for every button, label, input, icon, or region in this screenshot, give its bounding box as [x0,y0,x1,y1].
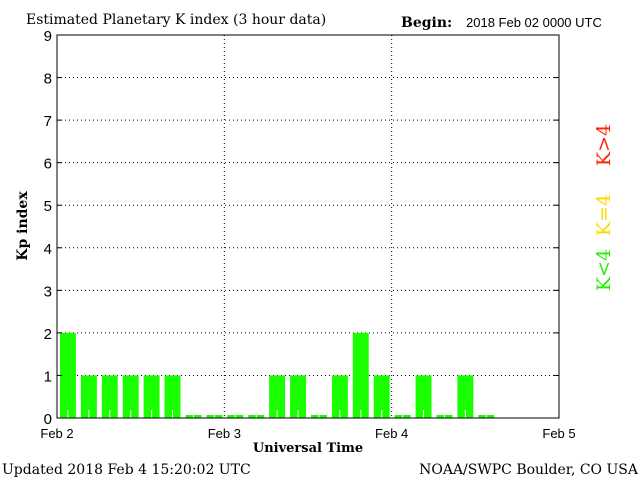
y-axis-label: Kp index [15,191,31,261]
source-text: NOAA/SWPC Boulder, CO USA [419,462,639,478]
kp-bar [122,375,139,418]
kp-bar [457,375,474,418]
updated-text: Updated 2018 Feb 4 15:20:02 UTC [2,462,251,478]
x-tick-label: Feb 4 [375,426,408,441]
legend-item: K>4 [593,124,615,166]
kp-bar [101,375,118,418]
y-tick-label: 1 [44,368,52,385]
y-tick-label: 7 [44,113,52,130]
x-tick-label: Feb 5 [542,426,575,441]
kp-bar [80,375,97,418]
kp-bar [164,375,181,418]
y-tick-label: 6 [44,156,52,173]
y-tick-label: 9 [44,28,52,45]
legend-item: K=4 [593,194,615,236]
chart-title: Estimated Planetary K index (3 hour data… [26,12,326,28]
y-tick-label: 4 [44,241,52,258]
kp-bar [60,332,76,418]
kp-bar [415,375,432,418]
x-tick-label: Feb 3 [208,426,241,441]
kp-bar [373,375,390,418]
y-tick-label: 5 [44,198,52,215]
kp-bar [269,375,286,418]
y-tick-label: 0 [44,411,52,428]
x-tick-label: Feb 2 [40,426,73,441]
kp-bar [331,375,348,418]
legend: K<4 K=4 K>4 [593,124,615,291]
kp-bar [352,332,369,418]
y-tick-label: 3 [44,283,52,300]
plot-frame [56,34,560,419]
grid [57,35,559,418]
bars [60,332,495,418]
kp-bar [290,375,306,418]
y-tick-label: 8 [44,71,52,88]
y-tick-label: 2 [44,326,52,343]
begin-label: Begin: [401,15,452,31]
legend-item: K<4 [593,249,615,291]
begin-value: 2018 Feb 02 0000 UTC [466,15,602,30]
y-axis: 0 1 2 3 4 5 6 7 8 9 [44,28,559,428]
x-axis: Feb 2 Feb 3 Feb 4 Feb 5 [40,426,575,441]
x-axis-label: Universal Time [253,441,363,456]
kp-bar [143,375,160,418]
